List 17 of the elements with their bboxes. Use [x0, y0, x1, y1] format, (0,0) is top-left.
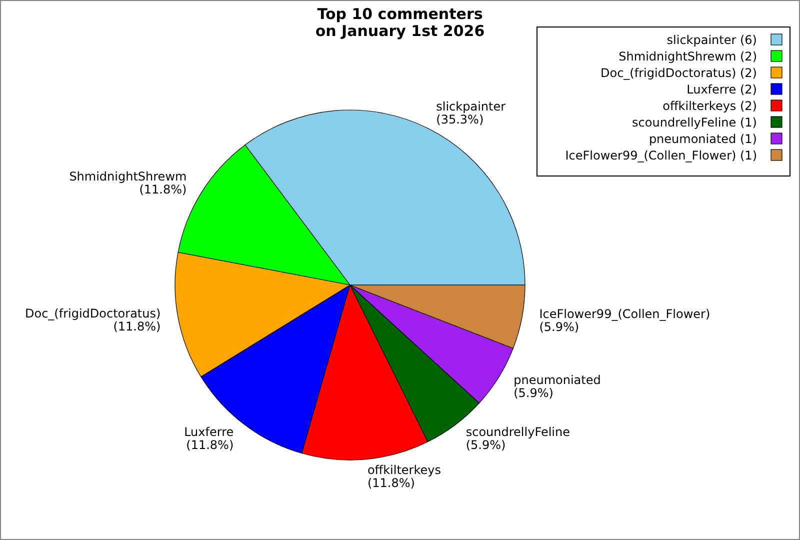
data-label: scoundrellyFeline (5.9%) — [466, 425, 570, 452]
data-label: Doc_(frigidDoctoratus) (11.8%) — [24, 306, 161, 334]
legend-label: Doc_(frigidDoctoratus) (2) — [600, 66, 757, 80]
data-label: offkilterkeys (11.8%) — [367, 463, 441, 490]
data-label: slickpainter (35.3%) — [436, 99, 506, 126]
data-label: ShmidnightShrewm (11.8%) — [69, 170, 187, 197]
legend-label: offkilterkeys (2) — [662, 99, 757, 113]
legend-label: Luxferre (2) — [686, 82, 757, 96]
data-label: pneumoniated (5.9%) — [514, 372, 601, 400]
data-label: IceFlower99_(Collen_Flower) (5.9%) — [539, 306, 710, 334]
legend-label: scoundrellyFeline (1) — [632, 116, 757, 130]
data-label: Luxferre (11.8%) — [184, 424, 234, 452]
legend-label: ShmidnightShrewm (2) — [618, 50, 757, 64]
legend-label: IceFlower99_(Collen_Flower) (1) — [565, 148, 757, 162]
chart-title: Top 10 commenters on January 1st 2026 — [315, 5, 485, 40]
legend-label: pneumoniated (1) — [648, 132, 757, 146]
legend-label: slickpainter (6) — [666, 33, 757, 47]
